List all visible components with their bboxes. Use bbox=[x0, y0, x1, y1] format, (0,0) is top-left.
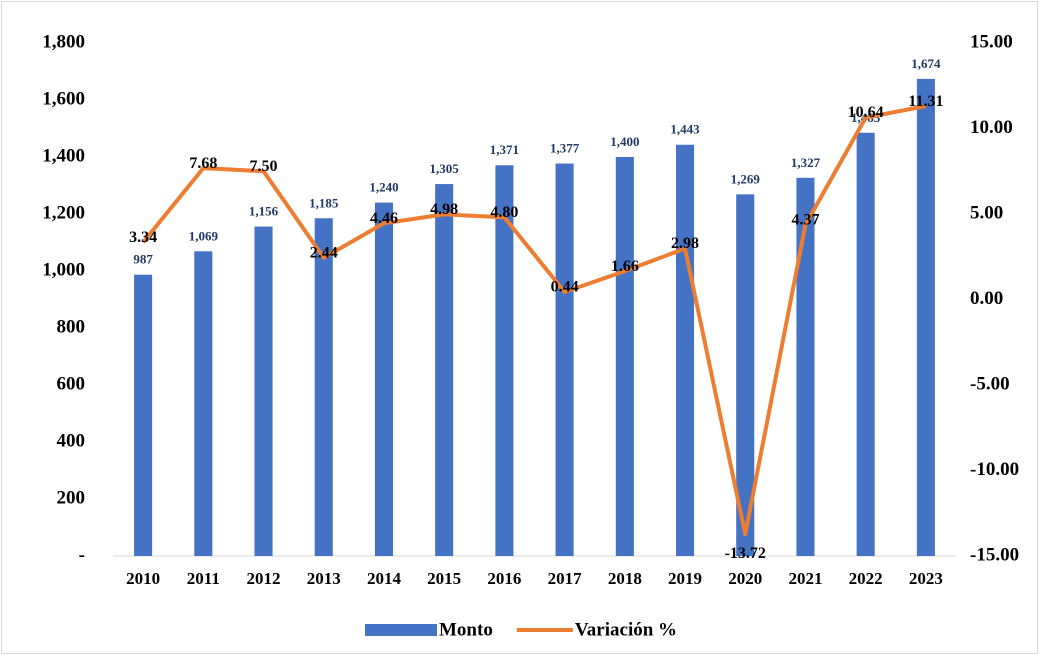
line-value-label: 4.98 bbox=[430, 201, 458, 218]
x-tick-label: 2018 bbox=[608, 569, 642, 588]
line-value-label: 10.64 bbox=[848, 104, 884, 121]
bar bbox=[676, 144, 695, 556]
line-value-label: 4.46 bbox=[370, 210, 398, 227]
line-value-label: 4.80 bbox=[490, 204, 518, 221]
y2-tick-label: 10.00 bbox=[970, 117, 1013, 138]
line-value-label: 7.68 bbox=[189, 155, 217, 172]
bar-value-label: 1,156 bbox=[249, 204, 279, 219]
x-tick-label: 2011 bbox=[187, 569, 220, 588]
line-value-label: 4.37 bbox=[791, 211, 819, 228]
bar-value-label: 1,371 bbox=[490, 142, 519, 157]
x-tick-label: 2014 bbox=[367, 569, 402, 588]
x-tick-label: 2020 bbox=[728, 569, 762, 588]
y-tick-label: 800 bbox=[57, 316, 86, 337]
bar bbox=[555, 163, 574, 556]
bar-value-label: 1,377 bbox=[550, 141, 580, 156]
line-value-label: 1.66 bbox=[611, 258, 639, 275]
bar bbox=[134, 274, 153, 556]
line-value-label: 7.50 bbox=[250, 158, 278, 175]
x-tick-label: 2013 bbox=[307, 569, 341, 588]
y-tick-label: 1,400 bbox=[42, 145, 85, 166]
y2-tick-label: -10.00 bbox=[970, 459, 1019, 480]
x-tick-label: 2023 bbox=[909, 569, 943, 588]
y2-tick-label: -5.00 bbox=[970, 373, 1010, 394]
legend-swatch bbox=[365, 624, 437, 636]
bar bbox=[194, 251, 213, 556]
y-tick-label: - bbox=[79, 544, 85, 565]
y2-tick-label: 0.00 bbox=[970, 288, 1003, 309]
bar bbox=[916, 78, 935, 556]
bar-value-label: 1,674 bbox=[911, 56, 941, 71]
bar-value-label: 1,240 bbox=[369, 180, 398, 195]
legend-label: Monto bbox=[439, 619, 493, 640]
y-tick-label: 1,800 bbox=[42, 31, 85, 52]
y-tick-label: 600 bbox=[57, 373, 86, 394]
bar-value-label: 1,269 bbox=[731, 171, 761, 186]
bar bbox=[314, 218, 333, 556]
line-value-label: 2.98 bbox=[671, 235, 699, 252]
line-value-label: 3.34 bbox=[129, 229, 157, 246]
y2-tick-label: -15.00 bbox=[970, 544, 1019, 565]
x-tick-label: 2016 bbox=[487, 569, 521, 588]
bar-value-label: 1,443 bbox=[670, 122, 700, 137]
y-tick-label: 200 bbox=[57, 487, 86, 508]
line bbox=[141, 104, 927, 537]
x-tick-label: 2017 bbox=[548, 569, 583, 588]
y2-tick-label: 5.00 bbox=[970, 202, 1003, 223]
bar-value-label: 1,185 bbox=[309, 195, 339, 210]
bar-value-label: 1,327 bbox=[791, 155, 821, 170]
bar-value-label: 1,305 bbox=[430, 161, 460, 176]
bar bbox=[435, 184, 454, 556]
x-tick-label: 2022 bbox=[849, 569, 883, 588]
bar bbox=[856, 132, 875, 556]
x-tick-label: 2015 bbox=[427, 569, 461, 588]
bar bbox=[374, 202, 393, 556]
x-tick-label: 2021 bbox=[788, 569, 822, 588]
bar-value-label: 1,069 bbox=[189, 228, 219, 243]
y-tick-label: 1,200 bbox=[42, 202, 85, 223]
line-value-label: -13.72 bbox=[725, 545, 766, 562]
y-tick-label: 1,000 bbox=[42, 259, 85, 280]
x-tick-label: 2019 bbox=[668, 569, 702, 588]
legend-label: Variación % bbox=[575, 619, 677, 640]
line-value-label: 2.44 bbox=[310, 244, 338, 261]
bar bbox=[254, 226, 273, 557]
bar bbox=[796, 177, 815, 556]
line-value-label: 0.44 bbox=[551, 279, 579, 296]
bar-value-label: 987 bbox=[133, 252, 153, 267]
bar bbox=[736, 194, 755, 556]
y2-tick-label: 15.00 bbox=[970, 31, 1013, 52]
y-tick-label: 1,600 bbox=[42, 88, 85, 109]
y-tick-label: 400 bbox=[57, 430, 86, 451]
bar-value-label: 1,400 bbox=[610, 134, 639, 149]
bar bbox=[495, 165, 514, 556]
x-tick-label: 2012 bbox=[247, 569, 281, 588]
bar bbox=[615, 157, 634, 556]
line-value-label: 11.31 bbox=[908, 93, 943, 110]
x-tick-label: 2010 bbox=[126, 569, 160, 588]
